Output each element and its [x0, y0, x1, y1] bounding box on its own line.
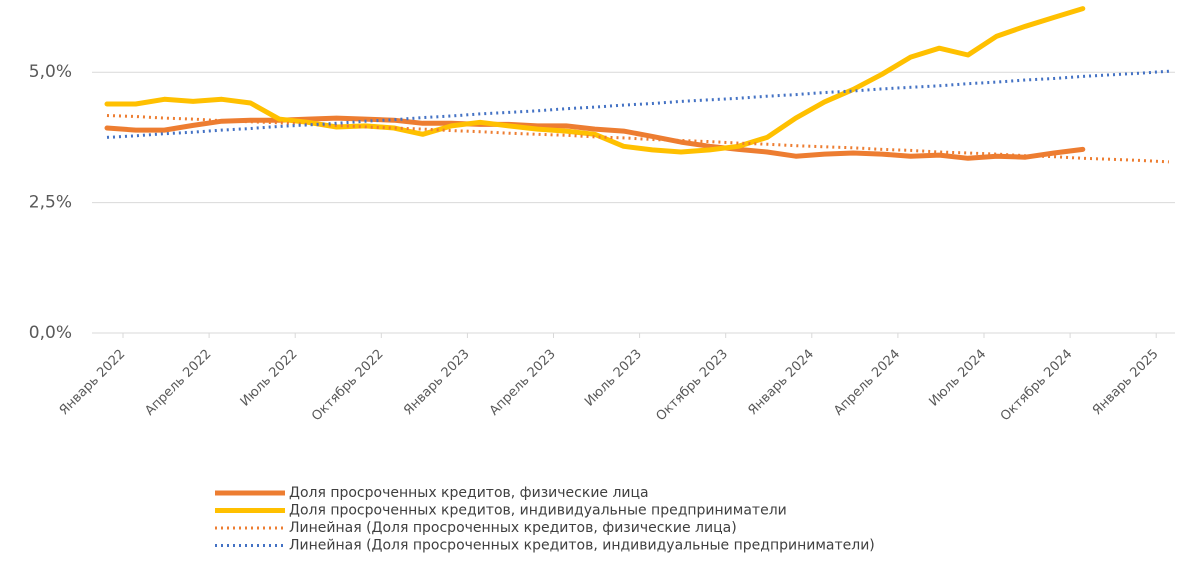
x-tick-label: Июль 2022 — [238, 347, 301, 410]
x-tick-label: Апрель 2023 — [487, 347, 559, 419]
x-tick-label: Июль 2023 — [582, 347, 645, 410]
y-tick-label: 0,0% — [29, 323, 72, 343]
x-tick-label: Январь 2022 — [57, 347, 129, 419]
trend-line — [106, 69, 1170, 139]
x-tick-label: Апрель 2022 — [142, 347, 214, 419]
legend-label: Доля просроченных кредитов, физические л… — [289, 485, 649, 501]
legend-label: Доля просроченных кредитов, индивидуальн… — [289, 503, 787, 519]
x-tick-label: Январь 2024 — [745, 347, 817, 419]
x-tick-label: Июль 2024 — [926, 347, 989, 410]
x-tick-label: Январь 2023 — [401, 347, 473, 419]
x-tick-label: Октябрь 2022 — [309, 347, 387, 425]
data-line — [104, 115, 1086, 161]
x-tick-label: Октябрь 2024 — [998, 347, 1076, 425]
x-tick-label: Октябрь 2023 — [653, 347, 731, 425]
legend-label: Линейная (Доля просроченных кредитов, ин… — [289, 538, 875, 554]
x-tick-label: Январь 2025 — [1090, 347, 1162, 419]
data-line — [104, 6, 1086, 155]
y-tick-label: 2,5% — [29, 193, 72, 213]
x-tick-label: Апрель 2024 — [831, 347, 903, 419]
y-tick-label: 5,0% — [29, 62, 72, 82]
legend-label: Линейная (Доля просроченных кредитов, фи… — [289, 520, 737, 536]
